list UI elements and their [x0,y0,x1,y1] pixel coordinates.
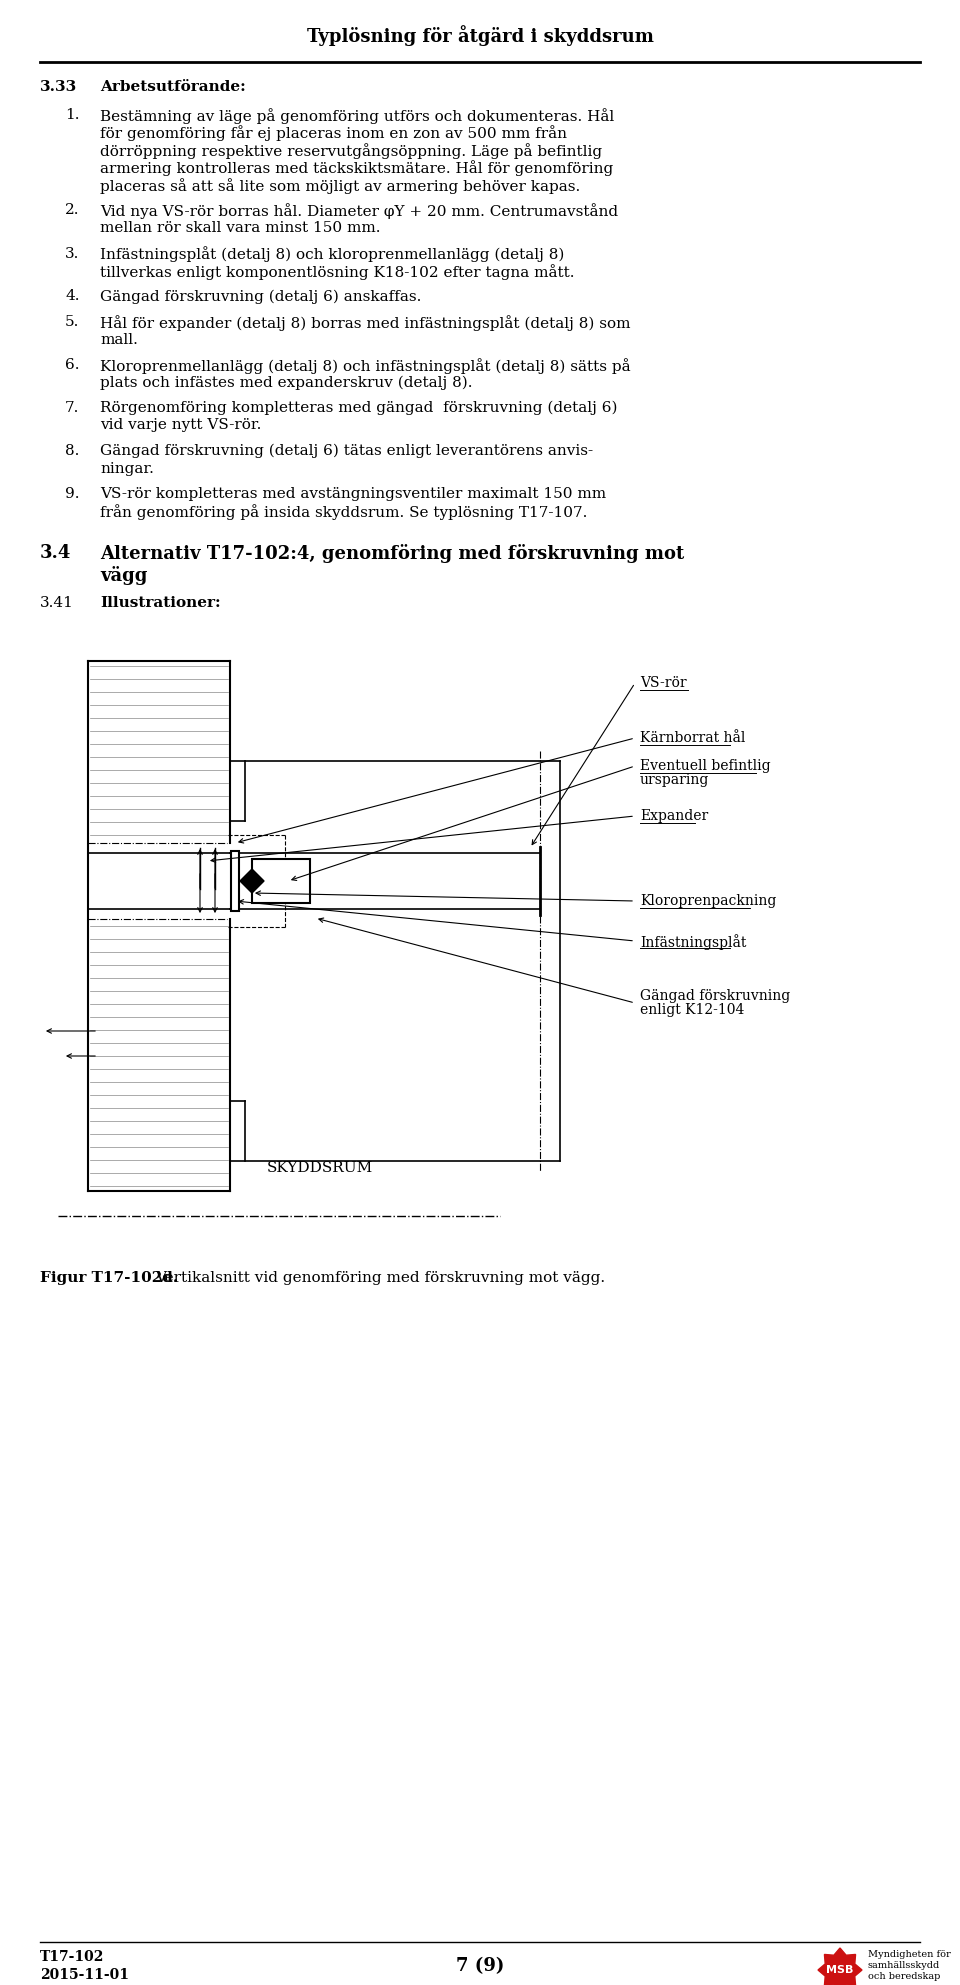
Text: 7 (9): 7 (9) [456,1957,504,1975]
Text: Hål för expander (detalj 8) borras med infästningsplåt (detalj 8) som: Hål för expander (detalj 8) borras med i… [100,316,631,331]
Text: 6.: 6. [65,357,80,371]
Polygon shape [240,869,264,881]
Text: plats och infästes med expanderskruv (detalj 8).: plats och infästes med expanderskruv (de… [100,375,472,389]
Text: Illustrationer:: Illustrationer: [100,596,221,609]
Text: Alternativ T17-102:4, genomföring med förskruvning mot: Alternativ T17-102:4, genomföring med fö… [100,544,684,564]
Text: 3.41: 3.41 [40,596,74,609]
Text: Gängad förskruvning (detalj 6) anskaffas.: Gängad förskruvning (detalj 6) anskaffas… [100,290,421,304]
Text: T17-102: T17-102 [40,1949,105,1963]
Text: enligt K12-104: enligt K12-104 [640,1002,744,1016]
Polygon shape [240,881,264,893]
Text: samhällsskydd: samhällsskydd [868,1961,940,1969]
Text: 7.: 7. [65,401,80,415]
Text: ningar.: ningar. [100,461,154,476]
Text: 2015-11-01: 2015-11-01 [40,1967,129,1981]
Text: 5.: 5. [65,316,80,330]
Text: 9.: 9. [65,486,80,500]
Text: 1.: 1. [65,107,80,121]
Text: placeras så att så lite som möjligt av armering behöver kapas.: placeras så att så lite som möjligt av a… [100,179,580,195]
Text: Typlösning för åtgärd i skyddsrum: Typlösning för åtgärd i skyddsrum [306,26,654,46]
Text: Kloroprenmellanlägg (detalj 8) och infästningsplåt (detalj 8) sätts på: Kloroprenmellanlägg (detalj 8) och infäs… [100,357,631,373]
Text: Bestämning av läge på genomföring utförs och dokumenteras. Hål: Bestämning av läge på genomföring utförs… [100,107,614,123]
Text: Arbetsutförande:: Arbetsutförande: [100,79,246,93]
Text: mellan rör skall vara minst 150 mm.: mellan rör skall vara minst 150 mm. [100,220,380,234]
Text: från genomföring på insida skyddsrum. Se typlösning T17-107.: från genomföring på insida skyddsrum. Se… [100,504,588,520]
Text: ursparing: ursparing [640,772,709,786]
Text: SKYDDSRUM: SKYDDSRUM [267,1161,373,1175]
Text: Expander: Expander [640,810,708,824]
Text: vid varje nytt VS-rör.: vid varje nytt VS-rör. [100,419,261,433]
Polygon shape [818,1947,862,1985]
Text: dörröppning respektive reservutgångsöppning. Läge på befintlig: dörröppning respektive reservutgångsöppn… [100,143,602,159]
Text: 3.33: 3.33 [40,79,77,93]
Text: 2.: 2. [65,204,80,218]
Text: mall.: mall. [100,333,138,347]
Text: Eventuell befintlig: Eventuell befintlig [640,758,771,772]
Text: Kloroprenpackning: Kloroprenpackning [640,893,777,907]
Text: Gängad förskruvning (detalj 6) tätas enligt leverantörens anvis-: Gängad förskruvning (detalj 6) tätas enl… [100,445,593,459]
Text: Vertikalsnitt vid genomföring med förskruvning mot vägg.: Vertikalsnitt vid genomföring med förskr… [155,1270,605,1284]
Text: armering kontrolleras med täckskiktsmätare. Hål för genomföring: armering kontrolleras med täckskiktsmäta… [100,161,613,177]
Text: Gängad förskruvning: Gängad förskruvning [640,989,790,1002]
Text: tillverkas enligt komponentlösning K18-102 efter tagna mått.: tillverkas enligt komponentlösning K18-1… [100,264,574,280]
Text: 3.4: 3.4 [40,544,71,562]
Text: Infästningsplåt: Infästningsplåt [640,935,746,951]
Text: 8.: 8. [65,445,80,459]
Text: VS-rör: VS-rör [640,677,686,691]
Text: Figur T17-102d.: Figur T17-102d. [40,1270,179,1284]
Text: 4.: 4. [65,290,80,304]
Text: Vid nya VS-rör borras hål. Diameter φY + 20 mm. Centrumavstånd: Vid nya VS-rör borras hål. Diameter φY +… [100,204,618,220]
Text: VS-rör kompletteras med avstängningsventiler maximalt 150 mm: VS-rör kompletteras med avstängningsvent… [100,486,606,500]
Bar [231,852,239,911]
Text: Rörgenomföring kompletteras med gängad  förskruvning (detalj 6): Rörgenomföring kompletteras med gängad f… [100,401,617,415]
Text: och beredskap: och beredskap [868,1971,941,1981]
Text: Kärnborrat hål: Kärnborrat hål [640,730,745,744]
Text: för genomföring får ej placeras inom en zon av 500 mm från: för genomföring får ej placeras inom en … [100,125,567,141]
Text: MSB: MSB [827,1965,853,1975]
Text: Myndigheten för: Myndigheten för [868,1949,950,1959]
Text: vägg: vägg [100,566,148,586]
Bar [252,860,310,903]
Text: 3.: 3. [65,246,80,260]
Text: Infästningsplåt (detalj 8) och kloroprenmellanlägg (detalj 8): Infästningsplåt (detalj 8) och kloropren… [100,246,564,262]
